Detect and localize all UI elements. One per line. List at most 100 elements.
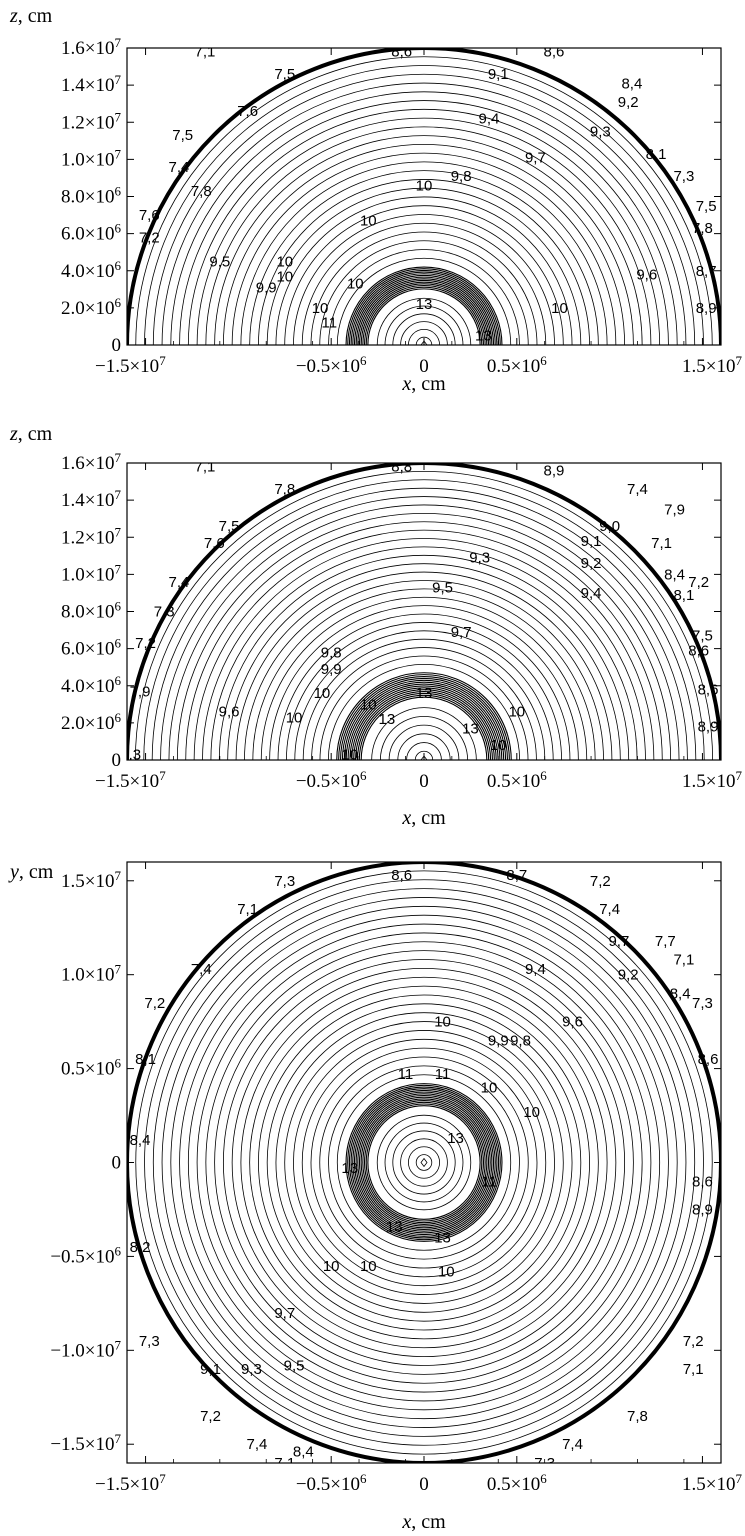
contour-label: 13 [447,1130,464,1147]
contour-line [179,914,669,1411]
contour-label: 10 [508,704,525,721]
core-contour-line [360,1098,488,1227]
core-contour-line [347,683,501,760]
y-tick-label: 1.2×107 [61,524,121,549]
contour-label: 7,6 [204,535,225,552]
contour-label: 7,5 [219,518,240,535]
contour-line [231,152,617,345]
contour-label: 9,2 [618,967,639,984]
x-tick-label: 0 [419,356,429,377]
core-contour-line [336,672,512,760]
contour-label: 7,2 [144,995,165,1012]
contour-labels: 8,6 8,77,3 7,27,1 7,49,7 7,77,17,4 9,4 9,28,47… [130,867,719,1463]
core-contour-line [357,278,491,345]
contour-line [135,870,713,1455]
contour-label: 10 [323,1258,340,1275]
contour-line [240,161,608,345]
inner-contour-line [371,707,477,760]
y-tick-label: 1.4×107 [61,487,121,512]
contour-label: 10 [276,253,293,270]
core-contour-line [338,674,510,760]
contour-label: 9,3 [241,1361,262,1378]
x-tick-label: −1.5×107 [95,1471,166,1496]
inner-contour-line [392,313,456,345]
contour-label: 11 [481,1173,497,1190]
core-contour-line [355,691,493,760]
inner-contour-line [406,742,442,760]
contour-label: 10 [551,300,568,317]
contour-line [244,580,604,760]
contour-label: 10 [360,696,377,713]
contour-label: 8,1 [646,146,667,163]
core-contour-line [355,276,493,345]
contour-label: 7,4 [247,1436,268,1453]
contour-label: 9,6 [562,1014,583,1031]
contour-label: 13 [379,711,396,728]
y-tick-label: 0 [112,335,122,356]
contour-label: 7,5 [172,127,193,144]
contour-labels: 7,1 8,6 8,6 7,5 9,1 8,4 7,6 9,2 9,4 9,3 7,5 8,1 9,7 7… [139,48,717,345]
contour-label: 7,2 [200,1408,221,1425]
contour-label: 7,2 [590,873,611,890]
core-contour-line [341,677,507,760]
inner-contour-line [408,329,440,345]
contour-line [170,905,678,1420]
core-contour-line [352,1089,496,1236]
core-contour-line [353,689,495,760]
contour-label: 9,9 [321,661,342,678]
center-marker [420,755,428,760]
contour-line [284,205,564,345]
contour-label: 13 [462,720,479,737]
y-tick-label: 8.0×106 [61,183,121,208]
y-tick-label: 6.0×106 [61,635,121,660]
y-tick-label: 0 [112,1153,122,1174]
contour-line [188,109,660,345]
inner-contour-line [400,1138,448,1187]
inner-contour-line [384,305,464,345]
y-tick-label: 2.0×106 [61,294,121,319]
contour-label: 10 [276,268,293,285]
contour-line [196,117,652,345]
contour-label: 7,6 [139,207,160,224]
contour-line [249,985,599,1340]
contour-label: 7,2 [683,1333,704,1350]
contour-label: 7,5 [692,628,713,645]
contour-line [293,214,555,345]
contour-line [187,923,661,1402]
contour-label: 9,9 [488,1032,509,1049]
y-tick-label: 1.0×107 [61,146,121,171]
contour-line [336,257,512,345]
contour-line [310,231,538,345]
inner-contour-line [376,1114,472,1211]
core-contour-line [365,1103,483,1222]
contour-line [151,487,697,760]
x-axis-title: x, cm [401,807,446,829]
contour-label: 11 [398,1066,414,1083]
contour-label: 10 [481,1079,498,1096]
contour-label: 9,1 [581,533,602,550]
contour-label: 9,6 [636,266,657,283]
contour-label: 8,9 [698,719,719,736]
x-tick-label: 0.5×106 [487,353,547,378]
contour-line [161,897,687,1428]
x-tick-label: 0 [419,1474,429,1495]
contour-label: 8,4 [130,1132,151,1149]
contour-label: 9,8 [451,168,472,185]
contour-line [275,1012,573,1313]
y-tick-label: 1.6×107 [61,35,121,60]
core-contour-line [348,1086,500,1239]
inner-contour-line [400,321,448,345]
contour-line [319,1056,529,1269]
contour-line [185,521,663,760]
contour-line [284,1021,564,1304]
y-tick-label: 4.0×106 [61,257,121,282]
contour-label: 7,3 [139,1333,160,1350]
contour-label: 8,2 [130,1239,151,1256]
contour-label: 10 [360,1258,377,1275]
contour-label: 7,3 [692,995,713,1012]
contour-label: 7,1 [673,952,694,969]
contour-line [275,196,573,345]
contour-label: 9,4 [581,585,602,602]
contour-line [202,538,646,760]
contour-line [336,1074,512,1251]
